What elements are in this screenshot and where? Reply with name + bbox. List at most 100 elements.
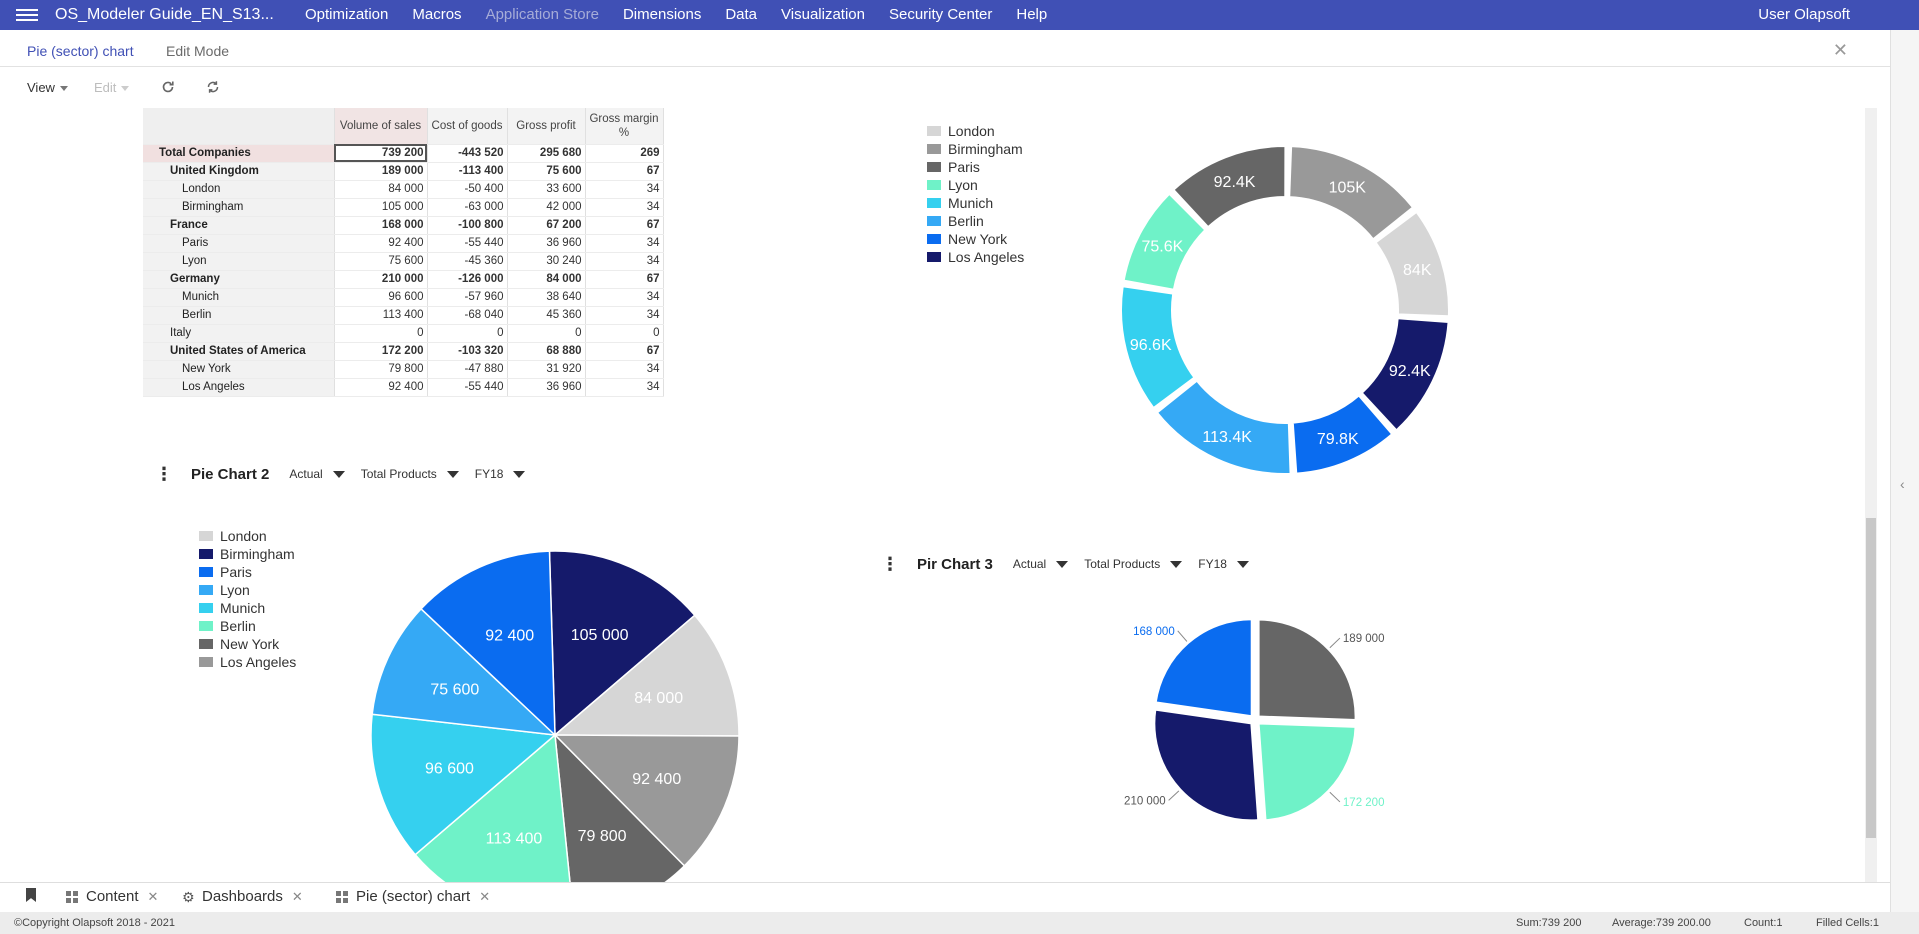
- row-label[interactable]: Los Angeles: [143, 378, 335, 397]
- donut-slice-london[interactable]: [1374, 210, 1450, 318]
- legend-item[interactable]: London: [199, 527, 296, 545]
- table-cell[interactable]: 34: [585, 288, 664, 307]
- filter-scenario[interactable]: Actual: [289, 467, 345, 481]
- row-label[interactable]: United States of America: [143, 342, 335, 361]
- table-cell[interactable]: 33 600: [507, 180, 586, 199]
- close-icon[interactable]: ✕: [291, 888, 303, 904]
- legend-item[interactable]: London: [927, 122, 1024, 140]
- table-cell[interactable]: 67: [585, 342, 664, 361]
- donut-slice-munich[interactable]: [1120, 285, 1196, 410]
- table-cell[interactable]: 168 000: [334, 216, 428, 235]
- menu-application-store[interactable]: Application Store: [485, 6, 599, 23]
- more-vert-icon[interactable]: ⋮: [155, 464, 173, 484]
- table-cell[interactable]: 0: [334, 324, 428, 343]
- table-cell[interactable]: 34: [585, 306, 664, 325]
- legend-item[interactable]: Los Angeles: [927, 248, 1024, 266]
- row-label[interactable]: New York: [143, 360, 335, 379]
- pie2-slice-munich[interactable]: [370, 713, 557, 856]
- table-cell[interactable]: 113 400: [334, 306, 428, 325]
- user-menu[interactable]: User Olapsoft: [1758, 6, 1850, 23]
- table-cell[interactable]: 34: [585, 252, 664, 271]
- table-cell[interactable]: 105 000: [334, 198, 428, 217]
- table-cell[interactable]: -63 000: [427, 198, 508, 217]
- legend-item[interactable]: New York: [927, 230, 1024, 248]
- scroll-thumb[interactable]: [1866, 518, 1876, 838]
- donut-slice-birmingham[interactable]: [1288, 145, 1415, 241]
- table-cell[interactable]: 75 600: [334, 252, 428, 271]
- table-cell[interactable]: 68 880: [507, 342, 586, 361]
- menu-security-center[interactable]: Security Center: [888, 6, 993, 23]
- close-icon[interactable]: ✕: [479, 888, 491, 904]
- column-header[interactable]: Gross profit: [507, 108, 586, 145]
- refresh-icon[interactable]: [160, 79, 176, 95]
- row-label[interactable]: Paris: [143, 234, 335, 253]
- table-cell[interactable]: 67 200: [507, 216, 586, 235]
- table-cell[interactable]: 34: [585, 378, 664, 397]
- close-icon[interactable]: ✕: [147, 888, 159, 904]
- legend-item[interactable]: Birmingham: [927, 140, 1024, 158]
- table-cell[interactable]: 84 000: [334, 180, 428, 199]
- edit-dropdown[interactable]: Edit: [94, 80, 130, 95]
- table-cell[interactable]: -45 360: [427, 252, 508, 271]
- table-cell[interactable]: -126 000: [427, 270, 508, 289]
- table-cell[interactable]: 75 600: [507, 162, 586, 181]
- filter-scenario[interactable]: Actual: [1013, 557, 1069, 571]
- menu-dimensions[interactable]: Dimensions: [622, 6, 702, 23]
- table-cell[interactable]: 269: [585, 144, 664, 163]
- table-cell[interactable]: 36 960: [507, 378, 586, 397]
- table-cell[interactable]: 31 920: [507, 360, 586, 379]
- bookmark-icon[interactable]: [26, 888, 36, 902]
- table-cell[interactable]: -55 440: [427, 378, 508, 397]
- pie2-slice-birmingham[interactable]: [548, 550, 696, 737]
- close-icon[interactable]: ✕: [1832, 40, 1848, 60]
- table-cell[interactable]: 0: [427, 324, 508, 343]
- donut-slice-lyon[interactable]: [1122, 192, 1207, 291]
- table-cell[interactable]: -113 400: [427, 162, 508, 181]
- row-label[interactable]: Germany: [143, 270, 335, 289]
- pie2-slice-paris[interactable]: [419, 550, 556, 737]
- pie2-slice-los-angeles[interactable]: [553, 734, 740, 867]
- bottom-tab-dashboards[interactable]: ⚙ Dashboards ✕: [182, 888, 303, 905]
- donut-slice-paris[interactable]: [1172, 145, 1287, 229]
- column-header[interactable]: Volume of sales: [334, 108, 428, 145]
- app-title[interactable]: OS_Modeler Guide_EN_S13...: [55, 6, 274, 23]
- chevron-left-icon[interactable]: ‹: [1900, 476, 1905, 492]
- table-cell[interactable]: 79 800: [334, 360, 428, 379]
- legend-item[interactable]: Lyon: [927, 176, 1024, 194]
- vertical-scrollbar[interactable]: [1865, 108, 1877, 882]
- row-label[interactable]: Total Companies: [143, 144, 335, 163]
- table-cell[interactable]: 42 000: [507, 198, 586, 217]
- table-cell[interactable]: 34: [585, 198, 664, 217]
- sync-icon[interactable]: [205, 79, 221, 95]
- pie3-slice-germany[interactable]: [1153, 708, 1260, 822]
- legend-item[interactable]: Lyon: [199, 581, 296, 599]
- table-cell[interactable]: 739 200: [334, 144, 428, 163]
- pie2-slice-london[interactable]: [552, 614, 740, 737]
- legend-item[interactable]: Berlin: [927, 212, 1024, 230]
- legend-item[interactable]: Los Angeles: [199, 653, 296, 671]
- table-cell[interactable]: 172 200: [334, 342, 428, 361]
- pie3-slice-united-states-of-america[interactable]: [1257, 722, 1357, 822]
- bottom-tab-content[interactable]: Content ✕: [66, 888, 158, 905]
- row-label[interactable]: United Kingdom: [143, 162, 335, 181]
- table-cell[interactable]: -57 960: [427, 288, 508, 307]
- table-cell[interactable]: 84 000: [507, 270, 586, 289]
- table-cell[interactable]: 0: [585, 324, 664, 343]
- menu-help[interactable]: Help: [1016, 6, 1048, 23]
- menu-visualization[interactable]: Visualization: [781, 6, 865, 23]
- table-cell[interactable]: 295 680: [507, 144, 586, 163]
- table-cell[interactable]: 34: [585, 180, 664, 199]
- table-cell[interactable]: 67: [585, 162, 664, 181]
- legend-item[interactable]: Birmingham: [199, 545, 296, 563]
- table-cell[interactable]: 36 960: [507, 234, 586, 253]
- row-label[interactable]: Munich: [143, 288, 335, 307]
- donut-slice-new-york[interactable]: [1291, 394, 1394, 475]
- table-cell[interactable]: 0: [507, 324, 586, 343]
- table-cell[interactable]: -103 320: [427, 342, 508, 361]
- table-cell[interactable]: -55 440: [427, 234, 508, 253]
- legend-item[interactable]: Paris: [199, 563, 296, 581]
- menu-optimization[interactable]: Optimization: [305, 6, 389, 23]
- table-cell[interactable]: -443 520: [427, 144, 508, 163]
- view-dropdown[interactable]: View: [27, 80, 68, 95]
- tab-pie-chart[interactable]: Pie (sector) chart: [27, 43, 134, 59]
